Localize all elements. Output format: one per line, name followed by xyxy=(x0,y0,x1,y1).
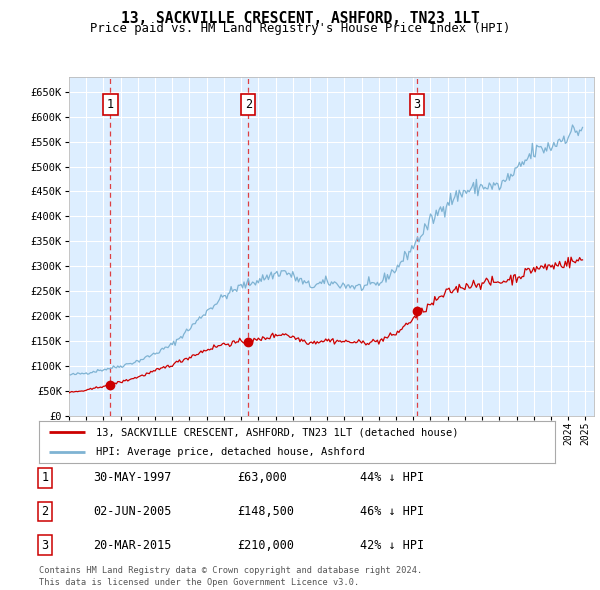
Text: 1: 1 xyxy=(107,98,114,111)
Text: £148,500: £148,500 xyxy=(237,505,294,518)
Text: 13, SACKVILLE CRESCENT, ASHFORD, TN23 1LT (detached house): 13, SACKVILLE CRESCENT, ASHFORD, TN23 1L… xyxy=(96,427,458,437)
Text: £210,000: £210,000 xyxy=(237,539,294,552)
Text: 3: 3 xyxy=(41,539,49,552)
Text: 2: 2 xyxy=(41,505,49,518)
Text: 13, SACKVILLE CRESCENT, ASHFORD, TN23 1LT: 13, SACKVILLE CRESCENT, ASHFORD, TN23 1L… xyxy=(121,11,479,25)
Text: Price paid vs. HM Land Registry's House Price Index (HPI): Price paid vs. HM Land Registry's House … xyxy=(90,22,510,35)
Text: Contains HM Land Registry data © Crown copyright and database right 2024.
This d: Contains HM Land Registry data © Crown c… xyxy=(39,566,422,587)
Text: 1: 1 xyxy=(41,471,49,484)
Text: £63,000: £63,000 xyxy=(237,471,287,484)
Text: 30-MAY-1997: 30-MAY-1997 xyxy=(93,471,172,484)
Text: 3: 3 xyxy=(413,98,421,111)
Text: HPI: Average price, detached house, Ashford: HPI: Average price, detached house, Ashf… xyxy=(96,447,365,457)
Text: 44% ↓ HPI: 44% ↓ HPI xyxy=(360,471,424,484)
Text: 42% ↓ HPI: 42% ↓ HPI xyxy=(360,539,424,552)
Text: 20-MAR-2015: 20-MAR-2015 xyxy=(93,539,172,552)
Text: 2: 2 xyxy=(245,98,252,111)
Text: 02-JUN-2005: 02-JUN-2005 xyxy=(93,505,172,518)
Text: 46% ↓ HPI: 46% ↓ HPI xyxy=(360,505,424,518)
